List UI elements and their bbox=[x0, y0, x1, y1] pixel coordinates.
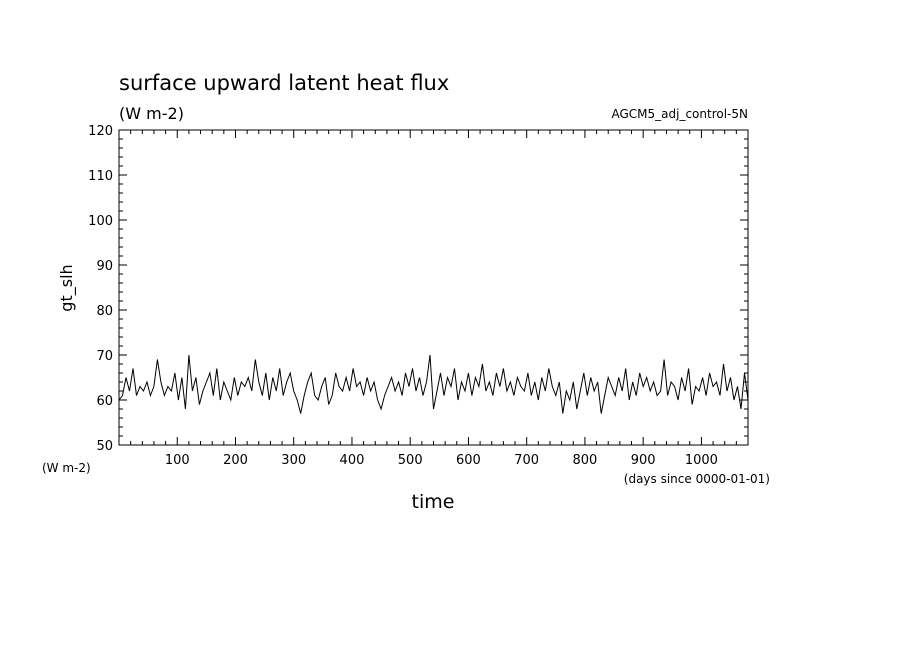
x-tick-label: 400 bbox=[340, 453, 365, 468]
y-axis-label: gt_slh bbox=[57, 264, 77, 311]
x-tick-label: 300 bbox=[281, 453, 306, 468]
x-tick-label: 1000 bbox=[685, 453, 718, 468]
x-tick-label: 100 bbox=[165, 453, 190, 468]
y-axis-units: (W m-2) bbox=[42, 461, 91, 475]
y-tick-label: 120 bbox=[88, 124, 113, 139]
x-axis-units: (days since 0000-01-01) bbox=[624, 472, 770, 486]
y-tick-label: 110 bbox=[88, 169, 113, 184]
y-axis-ticks: 50 60 70 80 90 100 110 120 bbox=[88, 124, 748, 454]
plot-frame bbox=[118, 129, 749, 446]
x-tick-label: 800 bbox=[573, 453, 598, 468]
x-tick-label: 600 bbox=[456, 453, 481, 468]
series-line bbox=[118, 354, 749, 414]
chart-title: surface upward latent heat flux bbox=[119, 71, 449, 95]
y-tick-label: 80 bbox=[96, 304, 113, 319]
y-tick-label: 70 bbox=[96, 349, 113, 364]
x-axis-ticks: 100 200 300 400 500 600 700 800 900 1000 bbox=[130, 130, 737, 468]
y-tick-label: 90 bbox=[96, 259, 113, 274]
run-label: AGCM5_adj_control-5N bbox=[611, 107, 748, 121]
x-tick-label: 700 bbox=[514, 453, 539, 468]
y-tick-label: 50 bbox=[96, 439, 113, 454]
y-tick-label: 100 bbox=[88, 214, 113, 229]
x-axis-label: time bbox=[412, 491, 455, 513]
y-tick-label: 60 bbox=[96, 394, 113, 409]
x-tick-label: 200 bbox=[223, 453, 248, 468]
x-tick-label: 900 bbox=[631, 453, 656, 468]
x-tick-label: 500 bbox=[398, 453, 423, 468]
title-units: (W m-2) bbox=[119, 104, 184, 123]
